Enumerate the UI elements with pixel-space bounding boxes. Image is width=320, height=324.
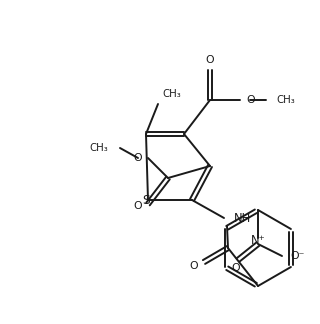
Text: O: O (189, 261, 198, 271)
Text: O: O (206, 55, 214, 65)
Text: O: O (246, 95, 255, 105)
Text: NH: NH (234, 212, 251, 225)
Text: CH₃: CH₃ (89, 143, 108, 153)
Text: S: S (142, 194, 150, 207)
Text: CH₃: CH₃ (162, 89, 181, 99)
Text: CH₃: CH₃ (276, 95, 295, 105)
Text: O: O (232, 263, 240, 273)
Text: O: O (133, 153, 142, 163)
Text: O: O (133, 201, 142, 211)
Text: N⁺: N⁺ (251, 234, 265, 247)
Text: O⁻: O⁻ (290, 251, 304, 261)
